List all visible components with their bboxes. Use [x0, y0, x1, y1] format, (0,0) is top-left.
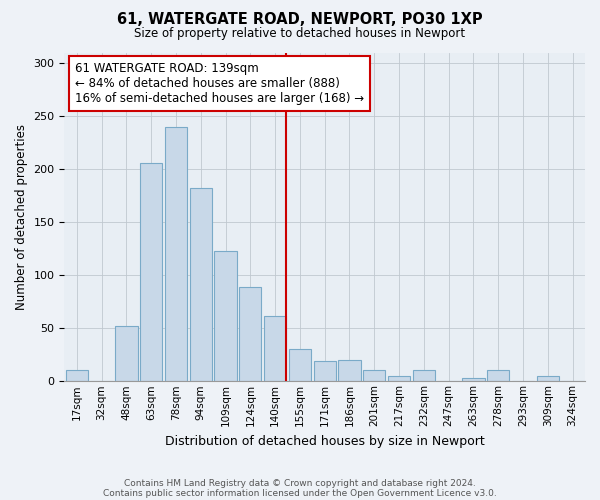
Bar [65, 370, 88, 382]
Bar [388, 376, 410, 382]
Y-axis label: Number of detached properties: Number of detached properties [15, 124, 28, 310]
Bar [462, 378, 485, 382]
Bar [289, 350, 311, 382]
Bar [264, 316, 286, 382]
Text: 61, WATERGATE ROAD, NEWPORT, PO30 1XP: 61, WATERGATE ROAD, NEWPORT, PO30 1XP [117, 12, 483, 28]
X-axis label: Distribution of detached houses by size in Newport: Distribution of detached houses by size … [165, 434, 485, 448]
Bar [165, 126, 187, 382]
Bar [239, 287, 262, 382]
Bar [536, 376, 559, 382]
Bar [338, 360, 361, 382]
Bar [487, 370, 509, 382]
Bar [314, 361, 336, 382]
Bar [413, 370, 435, 382]
Bar [115, 326, 137, 382]
Text: Contains public sector information licensed under the Open Government Licence v3: Contains public sector information licen… [103, 488, 497, 498]
Bar [363, 370, 385, 382]
Text: 61 WATERGATE ROAD: 139sqm
← 84% of detached houses are smaller (888)
16% of semi: 61 WATERGATE ROAD: 139sqm ← 84% of detac… [75, 62, 364, 106]
Text: Size of property relative to detached houses in Newport: Size of property relative to detached ho… [134, 28, 466, 40]
Bar [140, 163, 163, 382]
Text: Contains HM Land Registry data © Crown copyright and database right 2024.: Contains HM Land Registry data © Crown c… [124, 478, 476, 488]
Bar [214, 251, 236, 382]
Bar [190, 188, 212, 382]
